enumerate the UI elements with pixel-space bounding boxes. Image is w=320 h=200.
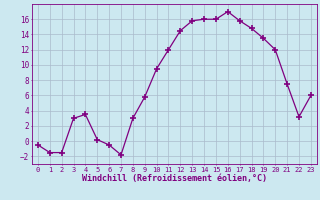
- X-axis label: Windchill (Refroidissement éolien,°C): Windchill (Refroidissement éolien,°C): [82, 174, 267, 183]
